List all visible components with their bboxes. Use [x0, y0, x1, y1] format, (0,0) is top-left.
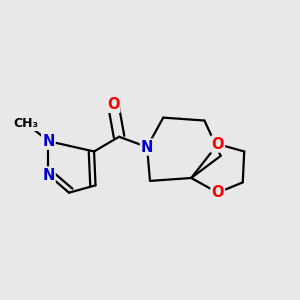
Text: N: N	[42, 134, 55, 149]
Text: O: O	[212, 136, 224, 152]
Text: O: O	[212, 185, 224, 200]
Text: N: N	[141, 140, 153, 154]
Text: CH₃: CH₃	[14, 117, 39, 130]
Text: N: N	[42, 167, 55, 182]
Text: O: O	[107, 97, 119, 112]
